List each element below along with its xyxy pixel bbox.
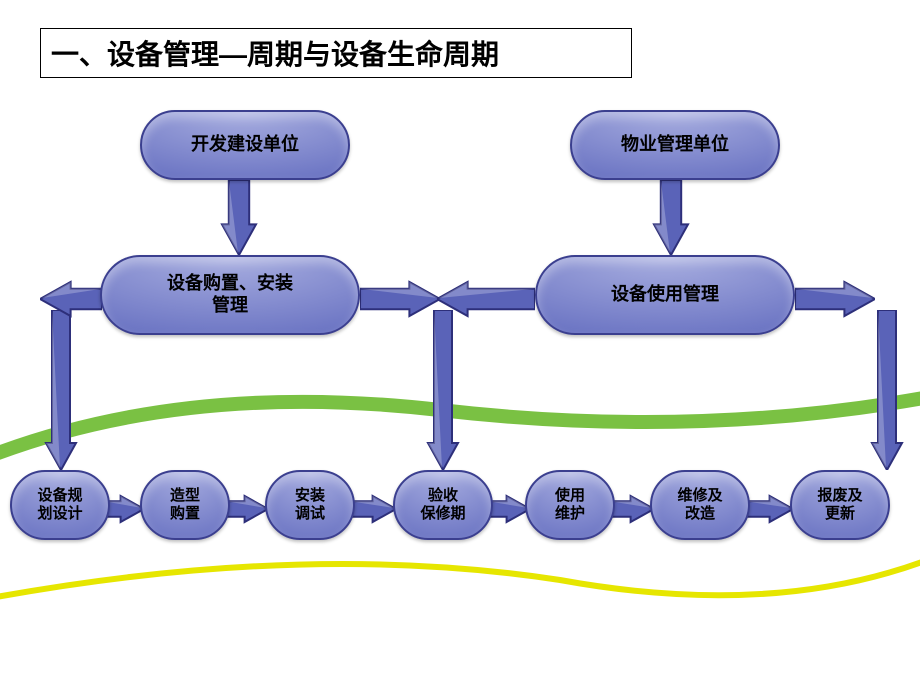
node-label: 验收保修期 bbox=[420, 487, 465, 523]
arrow-mid-right-out-right bbox=[795, 278, 875, 320]
node-mid_right: 设备使用管理 bbox=[535, 255, 795, 335]
node-top_right: 物业管理单位 bbox=[570, 110, 780, 180]
node-b2: 造型购置 bbox=[140, 470, 230, 540]
node-b4: 验收保修期 bbox=[393, 470, 493, 540]
arrow-into-mid-right bbox=[437, 278, 535, 320]
arrow-mid-cross-to-b4 bbox=[424, 310, 462, 470]
arrow-b5-b6 bbox=[610, 492, 654, 526]
arrow-b6-b7 bbox=[745, 492, 793, 526]
node-b5: 使用维护 bbox=[525, 470, 615, 540]
arrow-b3-b4 bbox=[350, 492, 396, 526]
node-label: 安装调试 bbox=[295, 487, 325, 523]
node-label: 维修及改造 bbox=[677, 487, 722, 523]
node-b7: 报废及更新 bbox=[790, 470, 890, 540]
arrow-b2-b3 bbox=[226, 492, 268, 526]
node-label: 设备规划设计 bbox=[37, 487, 82, 523]
arrow-right-vert-to-b7 bbox=[868, 310, 906, 470]
arrow-top-right-to-mid-right bbox=[650, 180, 692, 255]
arrow-into-mid-left bbox=[40, 278, 102, 320]
node-label: 造型购置 bbox=[170, 487, 200, 523]
node-mid_left: 设备购置、安装管理 bbox=[100, 255, 360, 335]
diagram-canvas: 一、设备管理—周期与设备生命周期 bbox=[0, 0, 920, 690]
arrow-mid-left-out-right bbox=[360, 278, 440, 320]
title-box: 一、设备管理—周期与设备生命周期 bbox=[40, 28, 632, 78]
arrow-top-left-to-mid-left bbox=[218, 180, 260, 255]
node-label: 报废及更新 bbox=[817, 487, 862, 523]
arrow-b4-b5 bbox=[488, 492, 530, 526]
node-label: 开发建设单位 bbox=[191, 134, 299, 156]
node-b6: 维修及改造 bbox=[650, 470, 750, 540]
page-title: 一、设备管理—周期与设备生命周期 bbox=[51, 39, 499, 70]
node-label: 使用维护 bbox=[555, 487, 585, 523]
node-b1: 设备规划设计 bbox=[10, 470, 110, 540]
node-top_left: 开发建设单位 bbox=[140, 110, 350, 180]
arrow-left-vert-to-b1 bbox=[42, 310, 80, 470]
node-b3: 安装调试 bbox=[265, 470, 355, 540]
node-label: 设备使用管理 bbox=[611, 284, 719, 306]
node-label: 物业管理单位 bbox=[621, 134, 729, 156]
arrow-b1-b2 bbox=[104, 492, 144, 526]
node-label: 设备购置、安装管理 bbox=[167, 273, 293, 316]
